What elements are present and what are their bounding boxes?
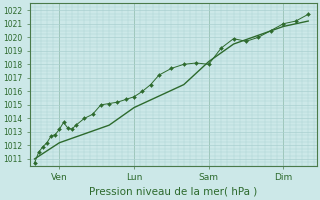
X-axis label: Pression niveau de la mer( hPa ): Pression niveau de la mer( hPa ) (89, 187, 258, 197)
